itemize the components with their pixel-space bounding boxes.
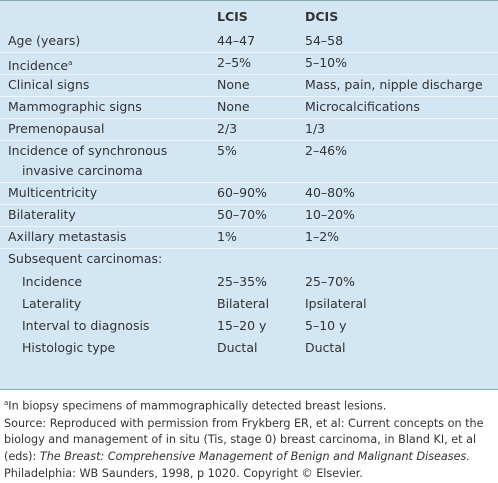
cell: 44–47: [217, 33, 256, 48]
cell: 2–5%: [217, 55, 252, 70]
cell: Bilateral: [217, 296, 270, 311]
cell: Ductal: [217, 340, 258, 355]
row-label: Premenopausal: [8, 121, 105, 136]
cell: 1–2%: [305, 229, 340, 244]
row-label: Laterality: [22, 296, 82, 311]
table: LCIS DCIS Age (years) 44–47 54–58 Incidencea 2…: [0, 0, 498, 390]
cell: 1%: [217, 229, 237, 244]
source-text: Source: Reproduced with permission from …: [4, 416, 484, 464]
row-label: Clinical signs: [8, 77, 90, 92]
group-label: Subsequent carcinomas:: [8, 251, 163, 266]
row-label: invasive carcinoma: [22, 163, 143, 178]
row-separator: [0, 140, 498, 141]
column-header: DCIS: [305, 9, 339, 24]
row-label: Age (years): [8, 33, 81, 48]
row-separator: [0, 74, 498, 75]
note-marker: a: [68, 59, 73, 67]
row-label: Mammographic signs: [8, 99, 142, 114]
cell: 25–35%: [217, 274, 267, 289]
cell: 2/3: [217, 121, 238, 136]
source-text: Philadelphia: WB Saunders, 1998, p 1020.…: [4, 466, 363, 480]
row-label: Histologic type: [22, 340, 116, 355]
cell: None: [217, 99, 250, 114]
cell: 10–20%: [305, 207, 355, 222]
row-separator: [0, 182, 498, 183]
row-separator: [0, 96, 498, 97]
row-separator: [0, 226, 498, 227]
column-header: LCIS: [217, 9, 248, 24]
cell: 25–70%: [305, 274, 355, 289]
cell: 50–70%: [217, 207, 267, 222]
row-label: Axillary metastasis: [8, 229, 127, 244]
cell: Ductal: [305, 340, 346, 355]
cell: 5%: [217, 143, 237, 158]
row-label: Incidencea: [8, 58, 73, 74]
source-text: The Breast: Comprehensive Management of …: [39, 450, 470, 464]
cell: Microcalcifications: [305, 99, 420, 114]
cell: None: [217, 77, 250, 92]
cell: 40–80%: [305, 185, 355, 200]
row-label: Multicentricity: [8, 185, 98, 200]
cell: 1/3: [305, 121, 326, 136]
row-label: Incidence: [22, 274, 83, 289]
row-label: Incidence of synchronous: [8, 143, 168, 158]
footer: aIn biopsy specimens of mammographically…: [4, 395, 494, 483]
cell: 60–90%: [217, 185, 267, 200]
cell: 15–20 y: [217, 318, 267, 333]
row-separator: [0, 204, 498, 205]
cell: 2–46%: [305, 143, 347, 158]
footnote-marker: a: [4, 399, 9, 407]
row-separator: [0, 118, 498, 119]
cell: 54–58: [305, 33, 344, 48]
row-separator: [0, 52, 498, 53]
cell: 5–10 y: [305, 318, 347, 333]
footnote: aIn biopsy specimens of mammographically…: [4, 395, 494, 416]
row-label: Bilaterality: [8, 207, 76, 222]
row-label: Interval to diagnosis: [22, 318, 150, 333]
cell: Ipsilateral: [305, 296, 367, 311]
footnote-text: In biopsy specimens of mammographically …: [8, 399, 387, 413]
cell: Mass, pain, nipple discharge: [305, 77, 483, 92]
cell: 5–10%: [305, 55, 347, 70]
source: Source: Reproduced with permission from …: [4, 416, 494, 483]
row-separator: [0, 248, 498, 249]
